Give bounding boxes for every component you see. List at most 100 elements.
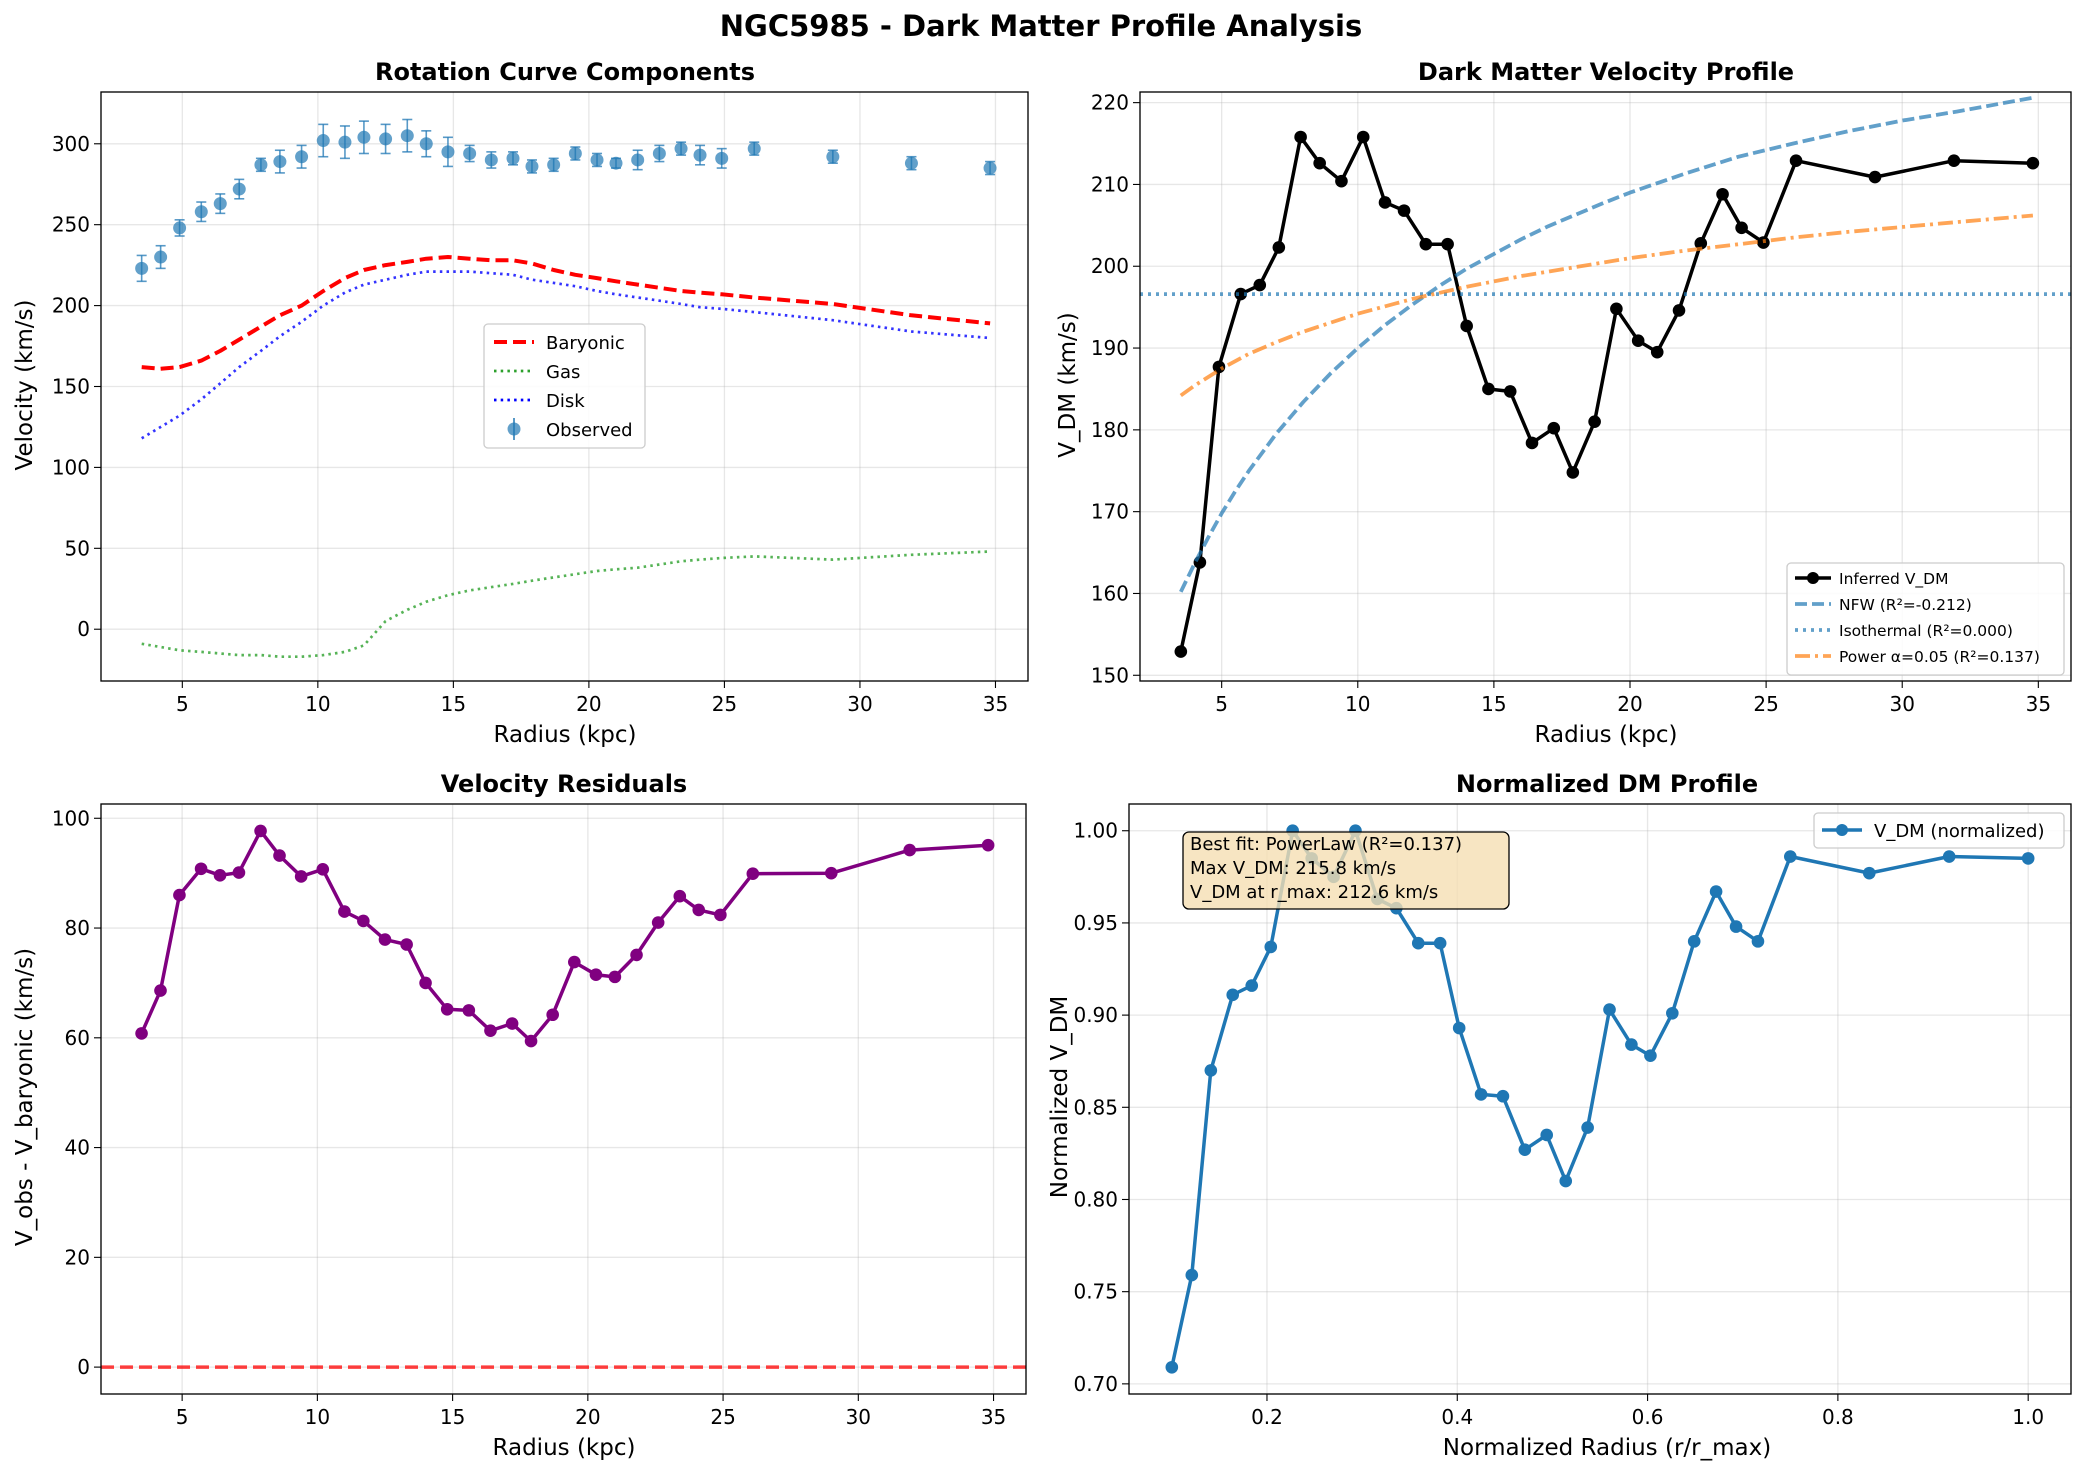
data-point-series-0	[173, 888, 186, 902]
data-point-inferred-v-dm	[1253, 278, 1267, 292]
data-point-inferred-v-dm	[1588, 415, 1601, 428]
data-point-series-0	[981, 838, 995, 852]
x-tick-label: 30	[1889, 692, 1914, 716]
data-point-observed	[983, 161, 997, 175]
legend-swatch-inferred-marker	[1807, 572, 1819, 584]
x-tick-label: 25	[1753, 692, 1778, 716]
data-point-observed	[273, 155, 287, 169]
y-tick-label: 0.75	[1073, 1280, 1118, 1304]
y-tick-label: 80	[65, 916, 90, 940]
legend-label-isothermal: Isothermal (R²=0.000)	[1839, 622, 2013, 640]
legend-label-inferred: Inferred V_DM	[1839, 570, 1948, 589]
y-tick-label: 20	[65, 1245, 90, 1269]
x-tick-label: 30	[847, 692, 872, 716]
data-point-series-0	[608, 970, 622, 984]
data-point-series-0	[378, 933, 392, 946]
data-point-inferred-v-dm	[1694, 237, 1708, 250]
x-tick-label: 5	[176, 692, 189, 716]
data-point-v-dm-normalized	[1687, 935, 1701, 948]
x-tick-label: 25	[712, 692, 737, 716]
x-tick-label: 10	[305, 1405, 330, 1429]
y-tick-label: 300	[52, 132, 90, 156]
x-tick-label: 5	[1215, 692, 1228, 716]
y-tick-label: 100	[52, 455, 90, 479]
data-point-inferred-v-dm	[1441, 237, 1454, 251]
y-tick-label: 200	[1091, 254, 1129, 278]
data-point-series-0	[135, 1027, 148, 1040]
legend: V_DM (normalized)	[1813, 812, 2065, 849]
data-point-v-dm-normalized	[1625, 1038, 1638, 1051]
data-point-v-dm-normalized	[1411, 936, 1425, 950]
axes-frame	[100, 803, 1027, 1395]
data-point-observed	[525, 159, 539, 173]
data-point-series-0	[213, 869, 227, 882]
plot-area	[135, 118, 997, 659]
legend-label-baryonic: Baryonic	[546, 333, 625, 354]
data-point-inferred-v-dm	[1272, 241, 1286, 254]
data-point-observed	[338, 135, 352, 149]
data-point-observed	[652, 146, 666, 160]
data-point-v-dm-normalized	[1518, 1143, 1532, 1157]
x-tick-label: 5	[176, 1405, 189, 1429]
data-point-inferred-v-dm	[1335, 174, 1348, 188]
data-point-v-dm-normalized	[1581, 1121, 1594, 1134]
data-point-v-dm-normalized	[1474, 1088, 1488, 1101]
x-axis-label: Normalized Radius (r/r_max)	[1443, 1435, 1771, 1461]
data-point-v-dm-normalized	[1603, 1003, 1616, 1016]
data-point-series-0	[903, 843, 916, 857]
data-point-v-dm-normalized	[2021, 852, 2035, 865]
legend-label-disk: Disk	[546, 391, 585, 412]
series-line-nfw-r-0-212	[1179, 95, 2034, 593]
figure-suptitle: NGC5985 - Dark Matter Profile Analysis	[720, 9, 1363, 43]
data-point-series-0	[254, 824, 267, 838]
data-point-inferred-v-dm	[1356, 130, 1370, 144]
data-point-observed	[463, 146, 477, 160]
data-point-observed	[590, 153, 604, 167]
data-point-series-0	[505, 1017, 519, 1030]
data-point-series-0	[462, 1004, 476, 1017]
data-point-v-dm-normalized	[1540, 1128, 1554, 1142]
y-tick-label: 250	[52, 213, 90, 237]
data-point-inferred-v-dm	[2026, 156, 2040, 170]
data-point-observed	[194, 205, 208, 219]
x-tick-label: 35	[983, 692, 1008, 716]
axes-frame	[1128, 803, 2072, 1395]
data-point-inferred-v-dm	[1735, 221, 1748, 235]
data-point-series-0	[568, 955, 581, 969]
y-tick-label: 150	[52, 375, 90, 399]
data-point-v-dm-normalized	[1751, 935, 1765, 948]
data-point-series-0	[440, 1002, 454, 1016]
y-tick-label: 0.85	[1073, 1095, 1118, 1119]
x-tick-label: 35	[2026, 692, 2051, 716]
panel-title: Velocity Residuals	[441, 770, 687, 798]
panel-title: Dark Matter Velocity Profile	[1418, 58, 1794, 86]
data-point-observed	[568, 146, 582, 160]
annotation-line-vdm-rmax: V_DM at r_max: 212.6 km/s	[1190, 882, 1438, 903]
x-tick-label: 15	[1481, 692, 1506, 716]
data-point-series-0	[673, 889, 687, 903]
data-point-observed	[154, 250, 168, 264]
data-point-series-0	[273, 849, 286, 862]
data-point-v-dm-normalized	[1245, 979, 1259, 992]
data-point-inferred-v-dm	[1397, 204, 1411, 217]
annotation-box	[1182, 831, 1510, 910]
axes-frame	[1139, 91, 2072, 682]
normalized-dm-panel: Normalized DM Profile Normalized Radius …	[1047, 770, 2072, 1461]
data-point-observed	[904, 156, 918, 170]
y-tick-label: 0.80	[1073, 1187, 1118, 1211]
data-point-v-dm-normalized	[1452, 1021, 1466, 1035]
x-tick-label: 10	[305, 692, 330, 716]
data-point-observed	[547, 158, 561, 172]
data-point-series-0	[419, 976, 432, 990]
y-tick-label: 150	[1091, 663, 1129, 687]
data-point-inferred-v-dm	[1610, 302, 1623, 316]
y-tick-label: 100	[52, 806, 90, 830]
data-point-series-0	[746, 867, 760, 881]
legend-swatch-vdm-normalized-marker	[1836, 824, 1848, 836]
legend-swatch-observed	[507, 422, 521, 436]
data-point-v-dm-normalized	[1666, 1006, 1679, 1020]
data-point-observed	[213, 197, 227, 211]
data-point-v-dm-normalized	[1709, 885, 1723, 898]
data-point-v-dm-normalized	[1433, 936, 1447, 950]
y-tick-label: 0	[77, 617, 90, 641]
